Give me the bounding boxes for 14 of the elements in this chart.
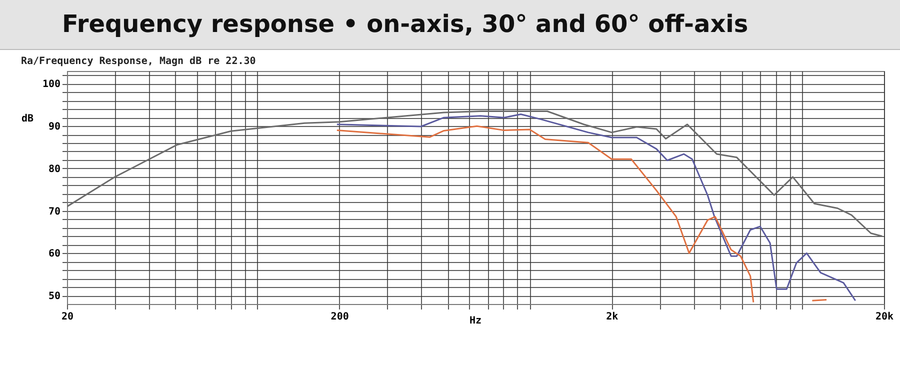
y-tick-label: 80 xyxy=(48,164,60,175)
chart-subtitle: Ra/Frequency Response, Magn dB re 22.30 xyxy=(20,56,256,68)
y-axis-title: dB xyxy=(21,114,34,124)
x-tick-label: 2k xyxy=(606,312,618,322)
y-tick-label: 60 xyxy=(48,248,60,260)
x-axis-title: Hz xyxy=(469,316,482,326)
x-tick-label: 20k xyxy=(875,312,894,322)
chart-title: Frequency response • on-axis, 30° and 60° off-axis xyxy=(0,0,900,50)
y-tick-label: 70 xyxy=(48,206,60,218)
x-tick-label: 200 xyxy=(330,312,349,322)
y-tick-label: 50 xyxy=(48,291,60,302)
y-tick-label: 100 xyxy=(42,79,60,90)
x-tick-label: 20 xyxy=(61,312,74,322)
y-tick-label: 90 xyxy=(48,122,60,133)
